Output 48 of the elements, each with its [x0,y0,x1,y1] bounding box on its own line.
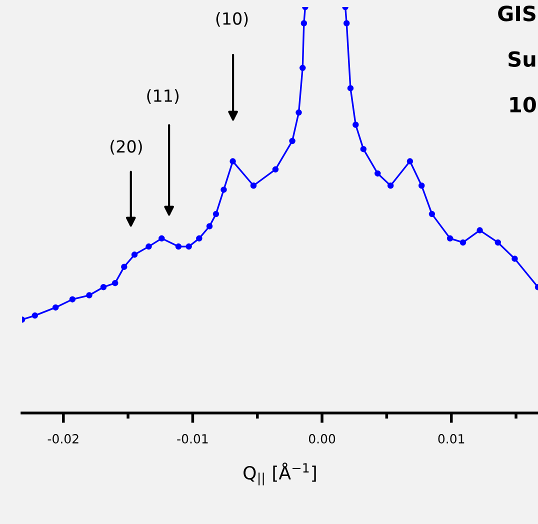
point [512,256,518,262]
point [446,235,454,242]
point [86,292,92,298]
point [272,166,279,173]
point [112,280,118,286]
point [374,170,381,177]
point [347,85,354,92]
x-tick-label: -0.01 [177,434,208,444]
x-axis-title: Q$_{||}$ [Å$^{−1}$] [244,462,316,486]
point [186,243,192,250]
point [212,210,220,218]
point [352,122,359,128]
point [428,210,436,218]
point [418,182,425,189]
point [296,109,302,116]
annotation: GIS [498,6,536,22]
annotation: (20) [110,140,142,155]
point [289,138,296,144]
point [131,252,138,258]
point [206,223,213,230]
point [300,20,308,26]
point [175,243,182,250]
x-tick-label: -0.02 [48,434,78,444]
point [196,235,202,242]
point [460,239,466,246]
point [220,186,227,193]
point [343,20,350,26]
annotation: (11) [147,89,179,104]
point [69,296,76,302]
point [300,64,306,72]
x-tick-label: 0.01 [438,434,464,444]
annotation: Su [508,51,536,67]
annotation: (10) [216,12,248,27]
x-tick-label: 0.00 [308,434,336,444]
point [387,182,394,189]
point [250,182,257,189]
point [100,284,107,290]
point [146,243,152,250]
point [158,235,165,242]
point [32,312,38,319]
point [230,158,236,164]
point [52,304,59,311]
point [121,264,128,270]
point [360,146,367,152]
point [476,227,483,234]
annotation: 10 [510,96,536,113]
point [494,239,502,246]
point [406,158,414,164]
